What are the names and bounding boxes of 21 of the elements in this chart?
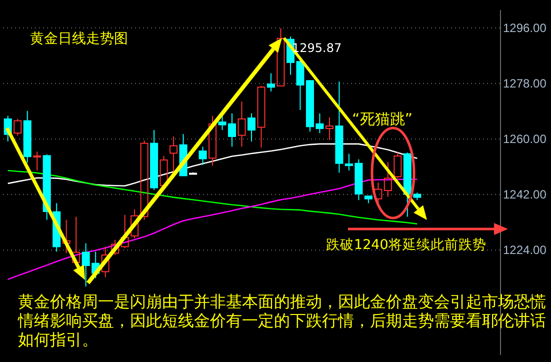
candlestick (335, 81, 344, 174)
line-series (7, 143, 418, 187)
annotation: 黄金价格周一是闪崩由于并非基本面的推动，因此金价盘变会引起市场恐慌情绪影响买盘，因此短线金价有一定的下跌行情，后期走势需要看耶伦讲话如何指引。 (18, 292, 547, 349)
candlestick (238, 101, 246, 148)
candlestick (170, 136, 178, 174)
line-series (7, 178, 418, 280)
text: 黄金日线走势图 (30, 31, 128, 47)
y-tick-label: 1278.00 (503, 76, 547, 90)
y-tick-label: 1296.00 (503, 20, 547, 35)
candlestick (198, 146, 207, 166)
annotation: 跌破1240将延续此前跌势 (326, 237, 486, 253)
candlestick (101, 246, 110, 278)
candlestick (325, 116, 334, 140)
y-tick-label: 1260.00 (503, 132, 547, 146)
y-tick-label: 1224.00 (503, 243, 547, 258)
candlestick (23, 110, 32, 164)
y-tick-label: 1242.00 (503, 188, 547, 202)
candlestick (266, 72, 275, 92)
line-series (7, 170, 418, 224)
annotation: “死猫跳” (352, 110, 413, 128)
candlestick (33, 151, 42, 171)
